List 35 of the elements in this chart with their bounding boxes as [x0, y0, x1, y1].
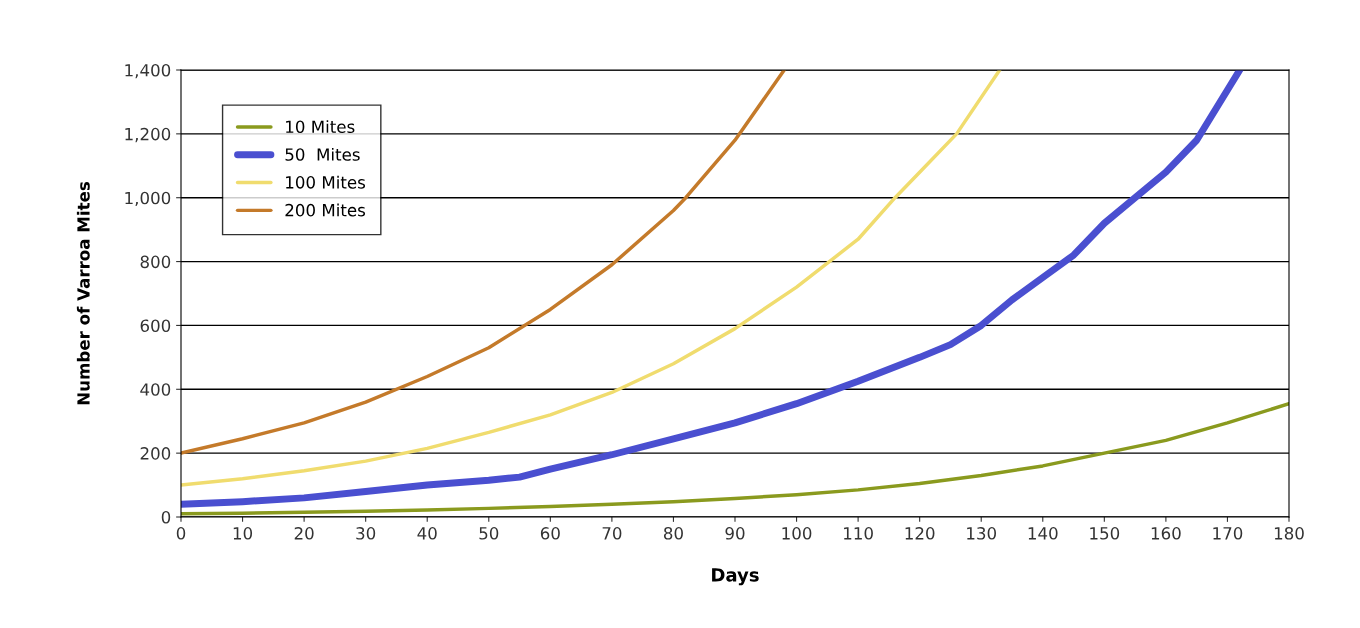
- x-tick-label: 90: [725, 527, 745, 540]
- y-tick-label: 1,200: [125, 127, 171, 143]
- x-tick-label: 50: [479, 527, 499, 540]
- line-series: [181, 70, 786, 455]
- x-tick-label: 70: [602, 527, 622, 540]
- x-tick-label: 120: [905, 527, 935, 540]
- x-tick-label: 110: [844, 527, 873, 540]
- legend-label: 200 Mites: [285, 203, 366, 217]
- y-tick-label: 200: [140, 447, 171, 460]
- line-series: [181, 70, 1002, 487]
- legend-label: 50 Mites: [285, 147, 360, 161]
- x-tick-label: 160: [1151, 527, 1181, 540]
- x-tick-label: 60: [540, 527, 560, 540]
- x-tick-label: 140: [1028, 527, 1058, 540]
- x-tick-label: 0: [176, 527, 186, 540]
- x-tick-label: 100: [782, 527, 812, 540]
- x-tick-label: 130: [967, 527, 997, 540]
- x-tick-label: 150: [1090, 527, 1120, 540]
- y-tick-label: 800: [140, 255, 171, 269]
- y-tick-label: 400: [140, 383, 171, 396]
- x-tick-label: 180: [1274, 527, 1304, 540]
- x-tick-label: 10: [233, 527, 253, 540]
- x-axis-title: Days: [712, 568, 759, 586]
- legend-label: 10 Mites: [286, 120, 355, 134]
- x-tick-label: 170: [1213, 527, 1243, 540]
- x-tick-label: 40: [417, 527, 437, 540]
- y-tick-label: 1,400: [125, 63, 171, 79]
- x-tick-label: 30: [356, 527, 376, 540]
- x-tick-label: 20: [294, 527, 314, 540]
- legend-label: 100 Mites: [286, 175, 366, 189]
- y-tick-label: 600: [140, 319, 171, 332]
- y-tick-label: 1,000: [125, 191, 171, 206]
- y-axis-title: Number of Varroa Mites: [76, 181, 90, 405]
- y-tick-label: 0: [161, 510, 171, 524]
- x-tick-label: 80: [663, 527, 683, 540]
